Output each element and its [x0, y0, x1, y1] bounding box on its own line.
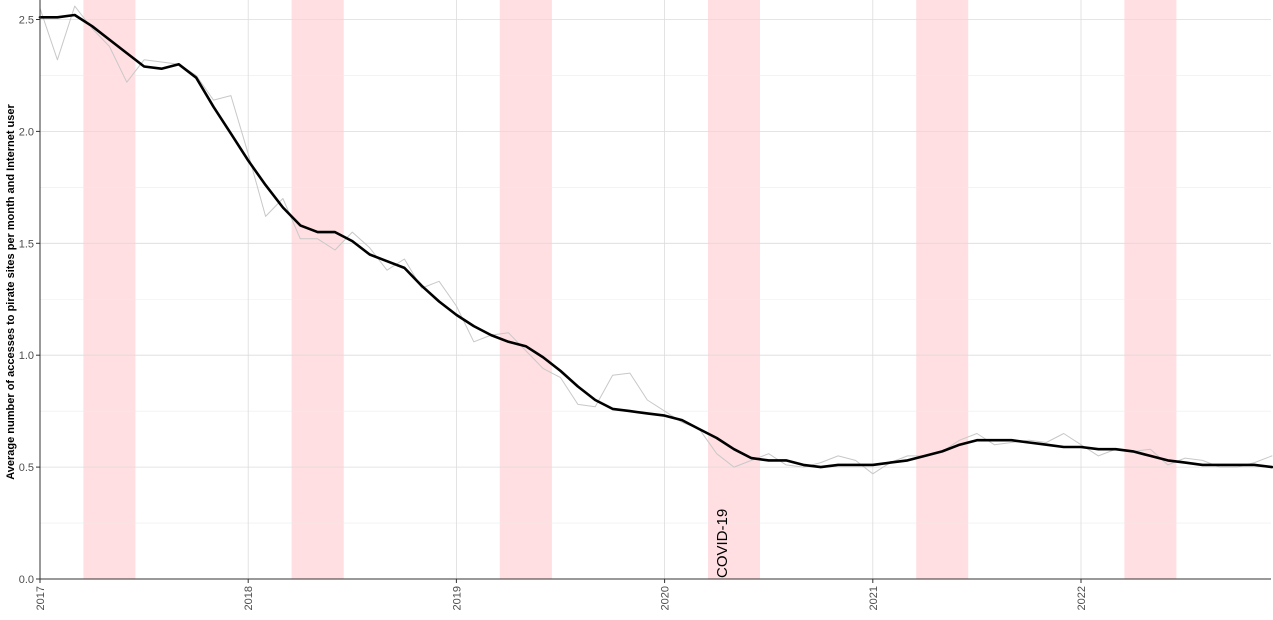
highlight-band-2	[291, 0, 344, 579]
x-tick-label: 2021	[868, 586, 880, 610]
x-tick-label: 2022	[1076, 586, 1088, 610]
highlight-band-6	[1124, 0, 1177, 579]
annotations: COVID-19	[714, 509, 731, 578]
x-tick-label: 2017	[35, 586, 47, 610]
y-tick-label: 0.5	[19, 462, 34, 474]
gridlines	[39, 0, 1271, 580]
y-tick-label: 0.0	[19, 574, 34, 586]
y-tick-label: 1.0	[19, 350, 34, 362]
y-tick-label: 2.0	[19, 126, 34, 138]
raw-monthly-line	[39, 5, 1273, 475]
y-tick-label: 1.5	[19, 238, 34, 250]
highlight-band-1	[83, 0, 136, 579]
y-tick-label: 2.5	[19, 15, 34, 27]
y-axis-title: Average number of accesses to pirate sit…	[5, 104, 17, 480]
highlight-bands	[83, 0, 1177, 579]
x-tick-label: 2020	[660, 586, 672, 610]
annotation-label: COVID-19	[714, 509, 731, 578]
axes: 0.0 0.5 1.0 1.5 2.0 2.5 2017 2018 2019 2020 2021 20…	[19, 0, 1271, 610]
trend-line	[38, 13, 1273, 469]
x-tick-label: 2018	[243, 586, 255, 610]
highlight-band-3	[499, 0, 552, 579]
highlight-band-5	[916, 0, 969, 579]
x-tick-label: 2019	[451, 586, 463, 610]
series-layer	[38, 5, 1273, 475]
highlight-band-4	[708, 0, 760, 579]
